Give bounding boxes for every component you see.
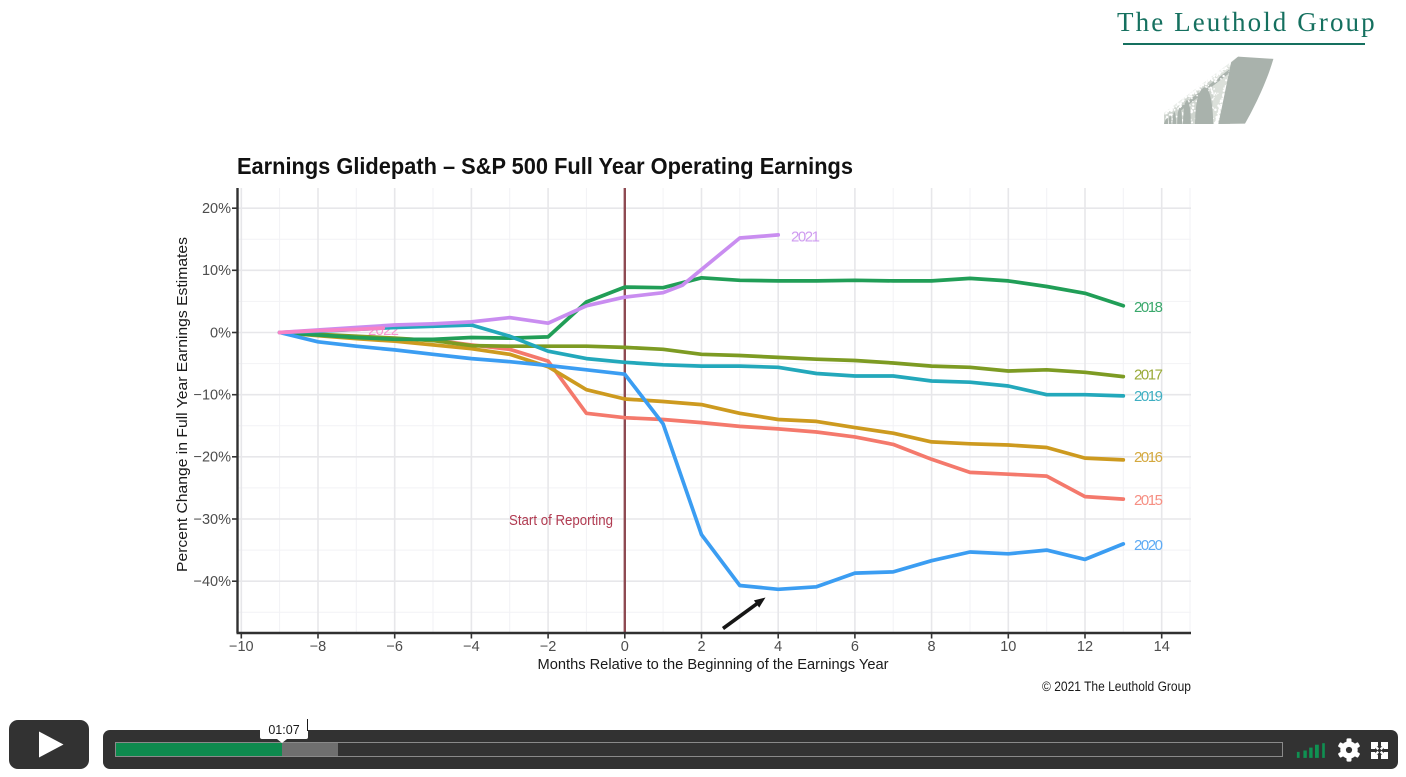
svg-text:−10: −10 bbox=[229, 639, 254, 655]
svg-text:8: 8 bbox=[928, 639, 936, 655]
svg-text:14: 14 bbox=[1154, 639, 1170, 655]
svg-text:Earnings Glidepath – S&P 500 F: Earnings Glidepath – S&P 500 Full Year O… bbox=[237, 153, 853, 179]
svg-text:Percent Change in Full Year Ea: Percent Change in Full Year Earnings Est… bbox=[174, 237, 191, 572]
svg-text:−40%: −40% bbox=[194, 574, 232, 590]
svg-text:Months Relative to the Beginni: Months Relative to the Beginning of the … bbox=[538, 656, 889, 673]
svg-text:0%: 0% bbox=[210, 325, 231, 341]
svg-text:2016: 2016 bbox=[1134, 449, 1163, 466]
svg-text:6: 6 bbox=[851, 639, 859, 655]
svg-text:2017: 2017 bbox=[1134, 367, 1163, 384]
svg-text:−4: −4 bbox=[463, 639, 480, 655]
svg-text:20%: 20% bbox=[202, 201, 231, 217]
svg-text:2020: 2020 bbox=[1134, 537, 1163, 554]
svg-text:0: 0 bbox=[621, 639, 629, 655]
svg-text:2021: 2021 bbox=[791, 229, 820, 246]
svg-text:−8: −8 bbox=[310, 639, 327, 655]
svg-text:−2: −2 bbox=[540, 639, 557, 655]
svg-text:© 2021 The Leuthold Group: © 2021 The Leuthold Group bbox=[1042, 679, 1191, 694]
svg-text:Start of Reporting: Start of Reporting bbox=[509, 513, 613, 529]
svg-text:4: 4 bbox=[774, 639, 782, 655]
svg-text:2019: 2019 bbox=[1134, 388, 1163, 405]
svg-text:2015: 2015 bbox=[1134, 492, 1163, 509]
svg-text:−10%: −10% bbox=[194, 388, 232, 404]
svg-text:−30%: −30% bbox=[194, 512, 232, 528]
svg-text:−6: −6 bbox=[386, 639, 403, 655]
svg-text:−20%: −20% bbox=[194, 450, 232, 466]
svg-text:10: 10 bbox=[1000, 639, 1016, 655]
svg-text:2018: 2018 bbox=[1134, 299, 1163, 316]
svg-text:2: 2 bbox=[697, 639, 705, 655]
svg-text:10%: 10% bbox=[202, 263, 231, 279]
svg-text:12: 12 bbox=[1077, 639, 1093, 655]
